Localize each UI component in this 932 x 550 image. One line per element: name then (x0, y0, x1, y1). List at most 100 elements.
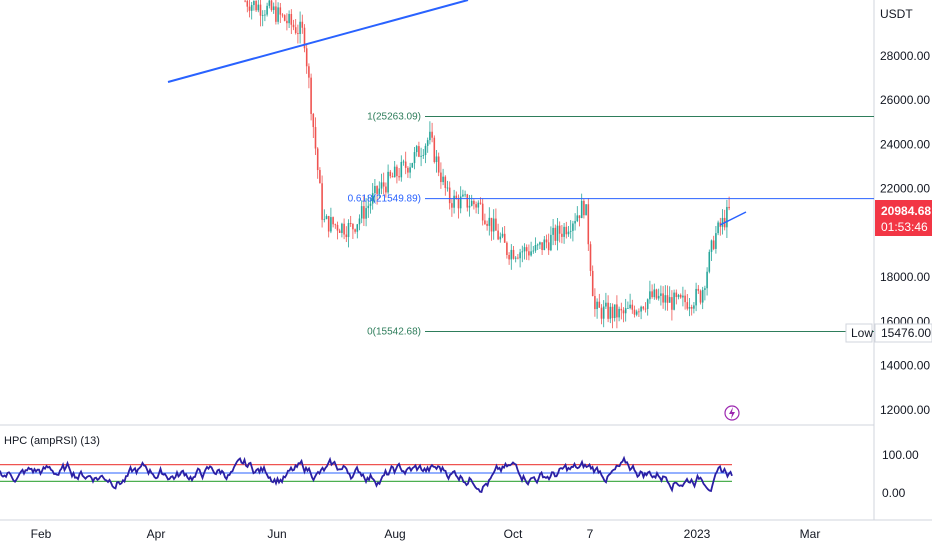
price-axis-ticks: 28000.00 26000.00 24000.00 22000.00 18000.00… (880, 49, 930, 417)
price-axis-unit: USDT (880, 7, 913, 21)
candle-body (598, 301, 601, 308)
candle-body (444, 176, 447, 188)
candle-body (514, 257, 517, 259)
candle-body (411, 163, 414, 168)
candle-body (435, 156, 438, 163)
candle-body (534, 245, 537, 251)
candle-body (290, 13, 293, 25)
candle-body (349, 223, 352, 224)
candle-body (510, 249, 513, 260)
candle-body (541, 242, 543, 250)
candle-body (512, 249, 515, 259)
candle-body (624, 308, 627, 314)
candle-body (268, 0, 271, 6)
candle-body (286, 20, 288, 24)
candle-body (415, 146, 418, 153)
candle-body (633, 309, 636, 315)
candle-body (484, 220, 486, 224)
candle-body (369, 203, 372, 206)
candle-body (693, 305, 695, 309)
candle-body (708, 251, 711, 272)
candle-body (466, 194, 469, 208)
candle-body (442, 176, 444, 183)
candle-body (492, 218, 495, 232)
candle-body (347, 223, 350, 238)
candle-body (532, 250, 535, 252)
candle-body (679, 294, 682, 298)
candle-body (440, 172, 442, 183)
candle-body (404, 161, 407, 168)
small-trendline[interactable] (719, 211, 747, 226)
candle-body (580, 200, 583, 219)
candle-body (365, 208, 367, 219)
candle-body (631, 304, 634, 310)
candle-body (673, 292, 675, 310)
candle-body (521, 251, 524, 253)
candle-body (358, 218, 361, 225)
candle-body (563, 226, 565, 237)
candle-body (701, 289, 704, 303)
candle-body (433, 137, 436, 163)
candle-body (455, 195, 458, 199)
indicator-title[interactable]: HPC (ampRSI) (13) (4, 435, 100, 447)
candle-body (486, 223, 488, 226)
candle-body (391, 176, 394, 178)
candle-body (378, 188, 381, 194)
indicator-tick-100: 100.00 (882, 448, 919, 462)
candle-body (250, 5, 253, 11)
candle-body (550, 234, 552, 251)
time-tick-label: Oct (504, 527, 523, 541)
candle-body (385, 186, 387, 193)
candle-body (574, 221, 576, 224)
fib-level-label: 1(25263.09) (367, 112, 421, 123)
candle-body (424, 145, 427, 155)
lightning-icon[interactable] (724, 405, 740, 421)
price-tick-label: 24000.00 (880, 137, 930, 151)
candle-body (655, 289, 658, 299)
candle-body (697, 288, 700, 291)
candle-body (675, 292, 678, 298)
candle-body (620, 308, 623, 311)
candle-body (556, 225, 559, 241)
candle-body (387, 171, 389, 193)
candle-body (613, 304, 616, 319)
candle-body (246, 0, 249, 7)
price-tick-label: 12000.00 (880, 403, 930, 417)
candle-body (495, 218, 497, 231)
low-value: 15476.00 (881, 326, 931, 340)
candle-body (642, 306, 645, 309)
time-tick-label: Jun (267, 527, 286, 541)
price-tick-label: 22000.00 (880, 182, 930, 196)
candle-body (569, 230, 572, 232)
candle-body (374, 186, 376, 194)
candle-body (576, 215, 579, 222)
candle-body (446, 187, 449, 189)
time-axis-ticks: Feb Apr Jun Aug Oct 7 2023 Mar (31, 527, 821, 541)
candle-body (255, 1, 257, 11)
candle-body (396, 166, 398, 177)
fib-levels[interactable]: 1(25263.09) 0.618(21549.89) 0(15542.68) (348, 112, 874, 338)
candle-body (530, 251, 532, 256)
candle-body (451, 203, 453, 208)
candle-body (706, 271, 708, 289)
candle-body (393, 166, 396, 178)
candle-body (519, 252, 521, 259)
candle-body (671, 297, 673, 310)
candle-body (248, 6, 251, 11)
upper-trendline[interactable] (167, 0, 469, 83)
candle-body (688, 307, 691, 309)
candle-body (319, 170, 321, 184)
time-tick-label: Aug (384, 527, 405, 541)
fib-level-label: 0.618(21549.89) (348, 194, 421, 205)
candle-body (261, 15, 264, 16)
candle-body (321, 183, 323, 220)
candle-body (352, 223, 354, 230)
candle-body (343, 223, 345, 235)
time-tick-label: Mar (800, 527, 821, 541)
indicator-line (0, 455, 733, 494)
candle-body (605, 302, 607, 307)
candle-body (668, 297, 671, 303)
candle-body (567, 231, 570, 235)
candle-body (270, 0, 273, 11)
